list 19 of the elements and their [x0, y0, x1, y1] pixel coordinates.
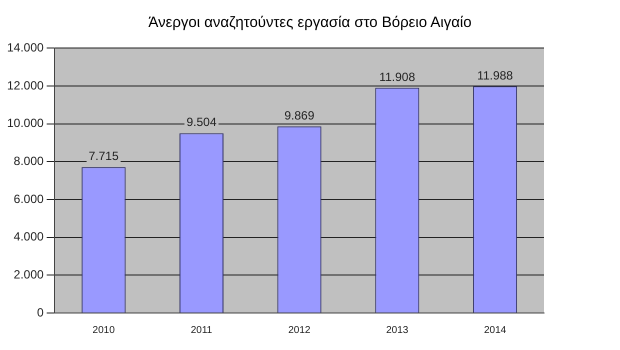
x-tick-label: 2012: [288, 324, 311, 336]
x-tick-label: 2011: [190, 324, 213, 336]
data-label: 9.869: [284, 108, 315, 122]
data-label: 9.504: [186, 115, 217, 130]
y-tick-label: 12.000: [7, 78, 44, 92]
chart-title: Άνεργοι αναζητούντες εργασία στο Βόρειο Αιγαίο: [147, 14, 473, 33]
x-tick-label: 2014: [484, 324, 507, 336]
y-tick-label: 8.000: [14, 154, 44, 168]
y-tick-label: 10.000: [7, 116, 44, 130]
x-tick-label: 2013: [386, 324, 409, 336]
y-tick-label: 0: [37, 305, 44, 320]
data-label: 7.715: [88, 149, 119, 164]
y-tick-label: 2.000: [14, 267, 44, 282]
x-tick-label: 2010: [92, 324, 116, 336]
y-tick-label: 4.000: [14, 230, 44, 244]
data-label: 11.908: [379, 70, 416, 84]
y-tick-label: 6.000: [14, 192, 44, 206]
y-tick-label: 14.000: [7, 40, 44, 55]
data-label: 11.988: [477, 68, 514, 82]
